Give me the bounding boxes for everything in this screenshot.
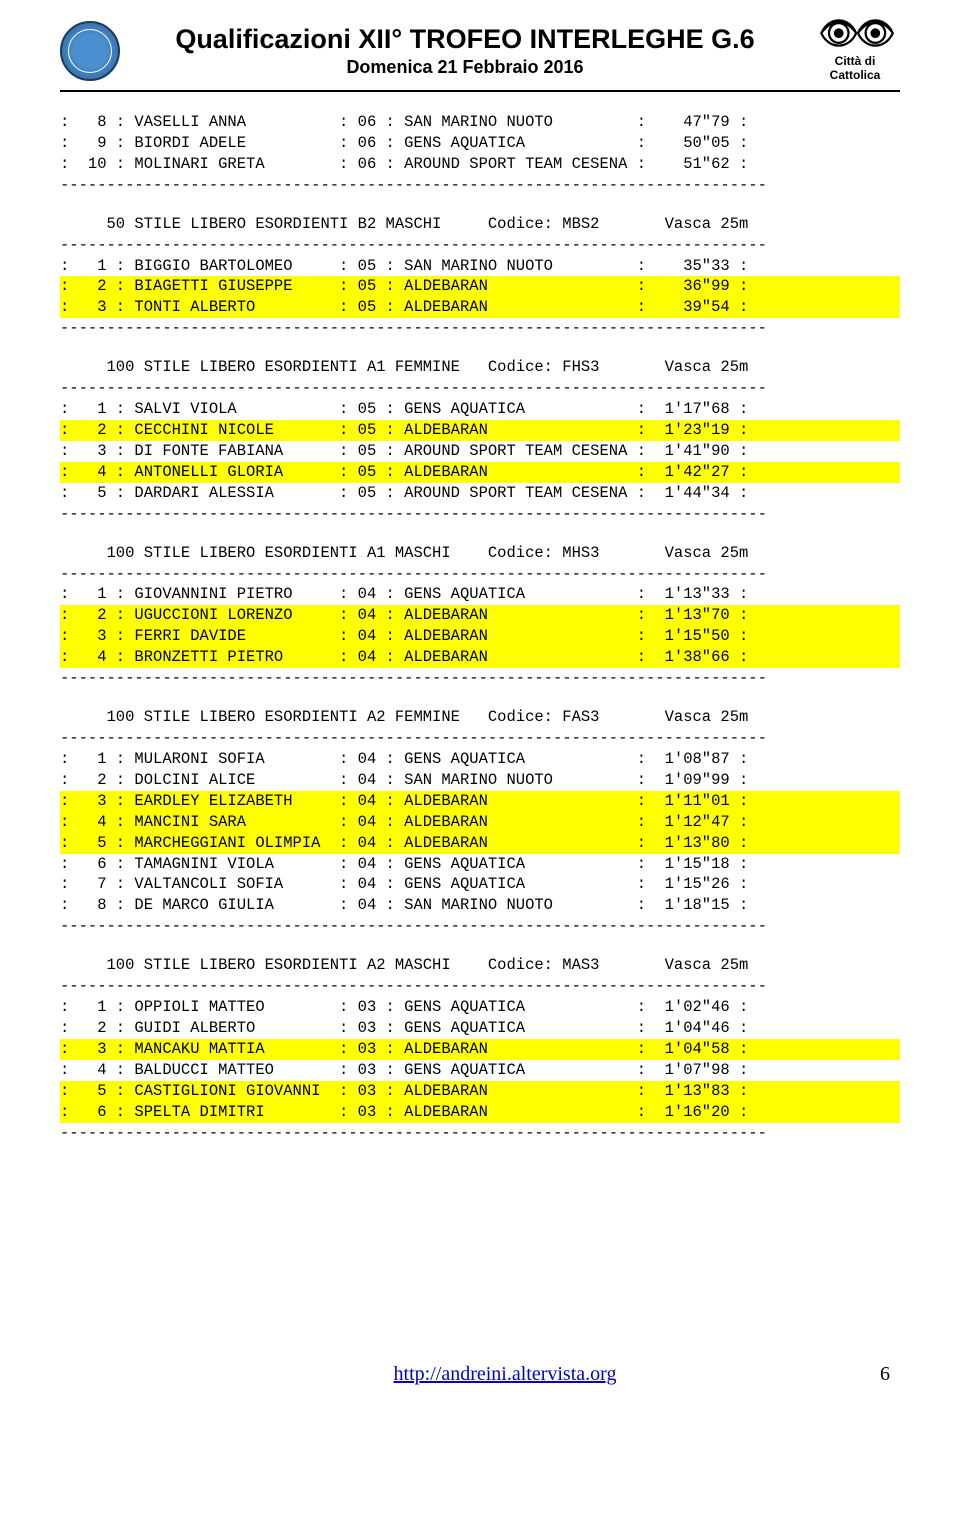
event-header: 100 STILE LIBERO ESORDIENTI A2 MASCHI Co… [60,955,900,976]
city-label: Città di Cattolica [810,54,900,82]
result-row: : 9 : BIORDI ADELE : 06 : GENS AQUATICA … [60,133,900,154]
result-row: : 1 : GIOVANNINI PIETRO : 04 : GENS AQUA… [60,584,900,605]
divider-line: ----------------------------------------… [60,235,900,256]
divider-line: ----------------------------------------… [60,564,900,585]
result-row: : 2 : GUIDI ALBERTO : 03 : GENS AQUATICA… [60,1018,900,1039]
page-header: Qualificazioni XII° TROFEO INTERLEGHE G.… [60,20,900,92]
results-content: : 8 : VASELLI ANNA : 06 : SAN MARINO NUO… [60,112,900,1143]
divider-line: ----------------------------------------… [60,504,900,525]
blank-line [60,525,900,543]
result-row: : 4 : BRONZETTI PIETRO : 04 : ALDEBARAN … [60,647,900,668]
logo-left-icon [60,21,120,81]
result-row: : 6 : TAMAGNINI VIOLA : 04 : GENS AQUATI… [60,854,900,875]
event-header: 50 STILE LIBERO ESORDIENTI B2 MASCHI Cod… [60,214,900,235]
result-row: : 3 : DI FONTE FABIANA : 05 : AROUND SPO… [60,441,900,462]
divider-line: ----------------------------------------… [60,175,900,196]
divider-line: ----------------------------------------… [60,916,900,937]
blank-line [60,339,900,357]
title-main: Qualificazioni XII° TROFEO INTERLEGHE G.… [120,24,810,55]
divider-line: ----------------------------------------… [60,728,900,749]
result-row: : 8 : DE MARCO GIULIA : 04 : SAN MARINO … [60,895,900,916]
result-row: : 1 : MULARONI SOFIA : 04 : GENS AQUATIC… [60,749,900,770]
blank-line [60,196,900,214]
eyes-icon: 👁👁 [810,20,900,52]
event-header: 100 STILE LIBERO ESORDIENTI A1 MASCHI Co… [60,543,900,564]
result-row: : 4 : BALDUCCI MATTEO : 03 : GENS AQUATI… [60,1060,900,1081]
divider-line: ----------------------------------------… [60,668,900,689]
result-row: : 3 : FERRI DAVIDE : 04 : ALDEBARAN : 1'… [60,626,900,647]
result-row: : 2 : CECCHINI NICOLE : 05 : ALDEBARAN :… [60,420,900,441]
page-number: 6 [880,1363,890,1386]
result-row: : 3 : TONTI ALBERTO : 05 : ALDEBARAN : 3… [60,297,900,318]
result-row: : 7 : VALTANCOLI SOFIA : 04 : GENS AQUAT… [60,874,900,895]
footer-link[interactable]: http://andreini.altervista.org [130,1363,880,1386]
result-row: : 8 : VASELLI ANNA : 06 : SAN MARINO NUO… [60,112,900,133]
divider-line: ----------------------------------------… [60,318,900,339]
result-row: : 5 : MARCHEGGIANI OLIMPIA : 04 : ALDEBA… [60,833,900,854]
result-row: : 3 : EARDLEY ELIZABETH : 04 : ALDEBARAN… [60,791,900,812]
result-row: : 2 : DOLCINI ALICE : 04 : SAN MARINO NU… [60,770,900,791]
result-row: : 4 : ANTONELLI GLORIA : 05 : ALDEBARAN … [60,462,900,483]
event-header: 100 STILE LIBERO ESORDIENTI A1 FEMMINE C… [60,357,900,378]
result-row: : 5 : CASTIGLIONI GIOVANNI : 03 : ALDEBA… [60,1081,900,1102]
result-row: : 1 : OPPIOLI MATTEO : 03 : GENS AQUATIC… [60,997,900,1018]
event-header: 100 STILE LIBERO ESORDIENTI A2 FEMMINE C… [60,707,900,728]
result-row: : 6 : SPELTA DIMITRI : 03 : ALDEBARAN : … [60,1102,900,1123]
divider-line: ----------------------------------------… [60,1123,900,1144]
blank-line [60,689,900,707]
result-row: : 2 : UGUCCIONI LORENZO : 04 : ALDEBARAN… [60,605,900,626]
divider-line: ----------------------------------------… [60,976,900,997]
result-row: : 2 : BIAGETTI GIUSEPPE : 05 : ALDEBARAN… [60,276,900,297]
result-row: : 1 : BIGGIO BARTOLOMEO : 05 : SAN MARIN… [60,256,900,277]
page-footer: http://andreini.altervista.org 6 [60,1363,900,1386]
blank-line [60,937,900,955]
result-row: : 1 : SALVI VIOLA : 05 : GENS AQUATICA :… [60,399,900,420]
divider-line: ----------------------------------------… [60,378,900,399]
result-row: : 5 : DARDARI ALESSIA : 05 : AROUND SPOR… [60,483,900,504]
logo-right: 👁👁 Città di Cattolica [810,20,900,82]
result-row: : 10 : MOLINARI GRETA : 06 : AROUND SPOR… [60,154,900,175]
title-sub: Domenica 21 Febbraio 2016 [120,57,810,78]
header-title-block: Qualificazioni XII° TROFEO INTERLEGHE G.… [120,24,810,78]
result-row: : 3 : MANCAKU MATTIA : 03 : ALDEBARAN : … [60,1039,900,1060]
result-row: : 4 : MANCINI SARA : 04 : ALDEBARAN : 1'… [60,812,900,833]
